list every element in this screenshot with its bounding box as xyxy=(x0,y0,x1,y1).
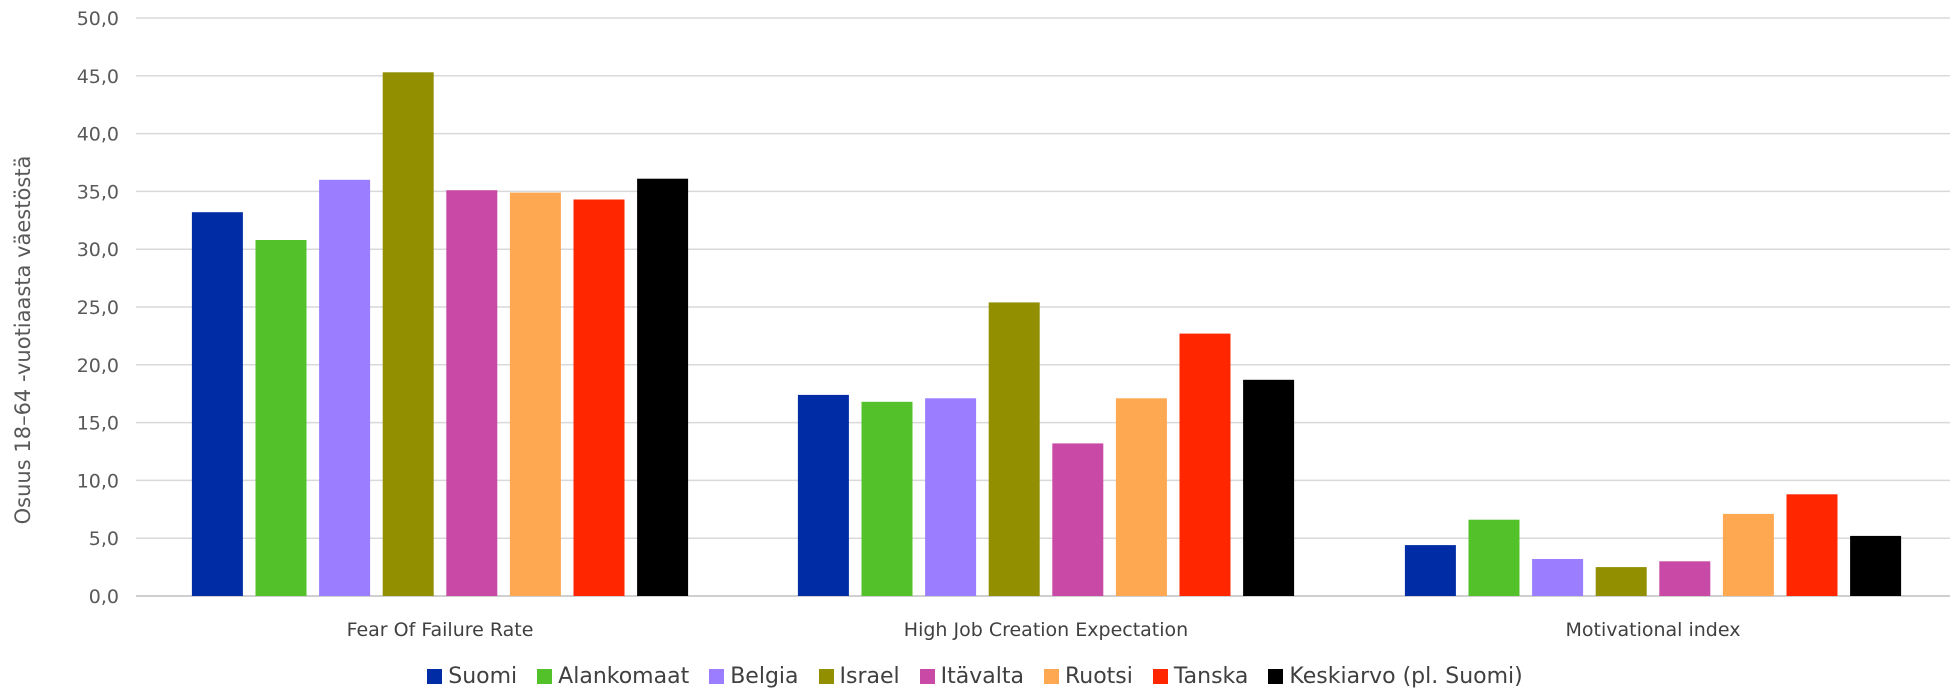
legend-label: Alankomaat xyxy=(558,663,690,689)
legend-item: Tanska xyxy=(1152,663,1249,689)
bar xyxy=(861,401,913,596)
legend-item: Belgia xyxy=(709,663,799,689)
y-tick-label: 10,0 xyxy=(77,470,119,492)
legend-item: Alankomaat xyxy=(537,664,689,689)
bar xyxy=(1179,333,1231,596)
bar xyxy=(446,190,498,596)
legend-label: Israel xyxy=(839,663,900,689)
bar xyxy=(637,178,689,596)
bar xyxy=(988,302,1040,596)
bar xyxy=(797,394,849,596)
bar xyxy=(1532,559,1584,596)
legend-label: Tanska xyxy=(1173,663,1249,689)
category-label: Fear Of Failure Rate xyxy=(347,619,534,641)
bar xyxy=(1659,561,1711,596)
legend: Suomi Alankomaat Belgia Israel Itävalta Ruots… xyxy=(0,662,1950,690)
legend-label: Belgia xyxy=(730,663,799,689)
bar xyxy=(573,199,625,596)
category-label: Motivational index xyxy=(1566,619,1741,641)
legend-item: Suomi xyxy=(427,664,517,689)
bar xyxy=(1115,398,1167,596)
bar xyxy=(1786,494,1838,596)
y-tick-label: 50,0 xyxy=(77,8,119,30)
y-tick-label: 30,0 xyxy=(77,239,119,261)
legend-label: Itävalta xyxy=(940,663,1024,689)
y-tick-label: 35,0 xyxy=(77,181,119,203)
y-tick-label: 0,0 xyxy=(89,586,119,608)
legend-item: Israel xyxy=(818,663,900,689)
y-axis-ticks: 0,0 5,0 10,0 15,0 20,0 25,0 30,0 35,0 40,0 45,0 50… xyxy=(77,8,119,608)
bar xyxy=(319,179,371,597)
bar xyxy=(509,192,561,596)
bar xyxy=(1243,379,1295,596)
y-tick-label: 15,0 xyxy=(77,413,119,435)
legend-label: Suomi xyxy=(448,663,518,689)
legend-item: Keskiarvo (pl. Suomi) xyxy=(1268,663,1523,689)
legend-item: Ruotsi xyxy=(1043,663,1133,689)
category-label: High Job Creation Expectation xyxy=(904,619,1188,641)
y-tick-label: 20,0 xyxy=(77,355,119,377)
legend-swatch xyxy=(1152,668,1168,684)
bar-chart: 0,0 5,0 10,0 15,0 20,0 25,0 30,0 35,0 40,0 45,0 50… xyxy=(11,8,1950,641)
y-axis-label: Osuus 18–64 -vuotiaasta väestöstä xyxy=(11,156,35,525)
y-tick-label: 40,0 xyxy=(77,124,119,146)
legend-swatch xyxy=(818,668,834,684)
x-axis-categories: Fear Of Failure Rate High Job Creation Ex… xyxy=(347,619,1741,641)
bar xyxy=(1404,545,1456,596)
bar xyxy=(925,398,977,596)
bar xyxy=(191,212,243,596)
y-tick-label: 25,0 xyxy=(77,297,119,319)
y-tick-label: 45,0 xyxy=(77,66,119,88)
legend-swatch xyxy=(427,668,443,684)
gridlines xyxy=(136,17,1950,597)
bar xyxy=(1850,535,1902,596)
bar xyxy=(1595,567,1647,596)
legend-swatch xyxy=(919,668,935,684)
bar xyxy=(1722,513,1774,596)
legend-label: Ruotsi xyxy=(1064,663,1133,689)
bar xyxy=(255,240,307,596)
legend-swatch xyxy=(709,668,725,684)
y-tick-label: 5,0 xyxy=(89,528,119,550)
legend-item: Itävalta xyxy=(919,663,1024,689)
bars xyxy=(191,72,1902,597)
bar xyxy=(382,72,434,597)
legend-swatch xyxy=(1268,668,1284,684)
bar xyxy=(1052,443,1104,596)
legend-swatch xyxy=(537,668,553,684)
legend-label: Keskiarvo (pl. Suomi) xyxy=(1289,663,1523,689)
legend-swatch xyxy=(1043,668,1059,684)
bar xyxy=(1468,519,1520,596)
